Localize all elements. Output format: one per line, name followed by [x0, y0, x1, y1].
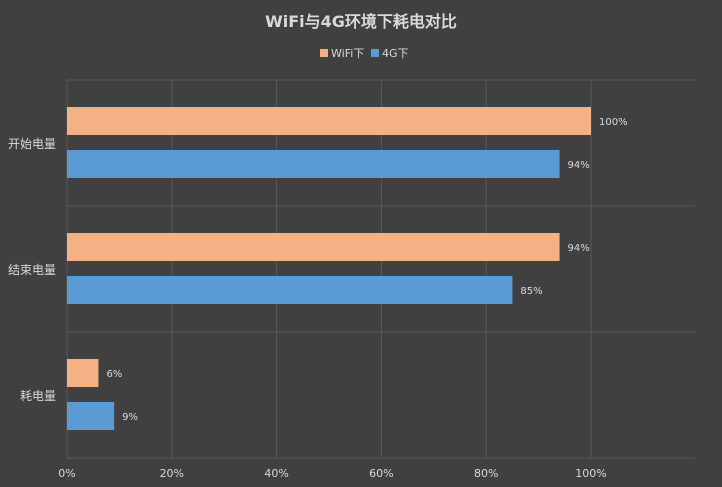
legend-swatch-4g	[371, 49, 379, 57]
x-tick-label: 40%	[264, 467, 288, 480]
data-label: 94%	[568, 160, 590, 171]
x-tick-label: 80%	[474, 467, 498, 480]
bar-wifi	[67, 107, 591, 135]
data-label: 6%	[106, 369, 122, 380]
bar-wifi	[67, 233, 560, 261]
data-label: 9%	[122, 412, 138, 423]
bar-4g	[67, 276, 513, 304]
category-label: 开始电量	[8, 137, 56, 151]
bar-4g	[67, 402, 115, 430]
x-tick-label: 20%	[160, 467, 184, 480]
bar-wifi	[67, 359, 99, 387]
legend-label-wifi: WiFi下	[331, 47, 364, 60]
bars	[67, 107, 591, 430]
x-tick-label: 100%	[575, 467, 606, 480]
data-label: 94%	[568, 243, 590, 254]
data-labels: 100% 94% 94% 85% 6% 9%	[106, 117, 627, 423]
bar-4g	[67, 150, 560, 178]
legend-swatch-wifi	[320, 49, 328, 57]
chart-title: WiFi与4G环境下耗电对比	[265, 12, 457, 31]
value-axis: 0% 20% 40% 60% 80% 100%	[58, 467, 606, 480]
category-label: 耗电量	[20, 389, 56, 403]
category-label: 结束电量	[8, 263, 56, 277]
legend: WiFi下 4G下	[320, 47, 409, 60]
data-label: 100%	[599, 117, 628, 128]
data-label: 85%	[520, 286, 542, 297]
x-tick-label: 60%	[369, 467, 393, 480]
x-tick-label: 0%	[58, 467, 75, 480]
gridlines	[66, 79, 695, 459]
legend-label-4g: 4G下	[382, 47, 409, 60]
